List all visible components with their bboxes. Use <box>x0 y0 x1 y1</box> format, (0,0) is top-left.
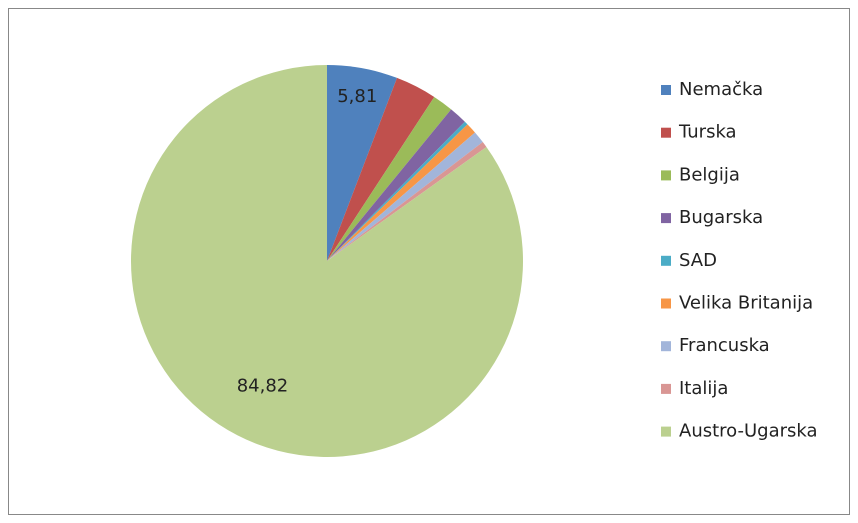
pie-slice <box>327 142 487 261</box>
legend-swatch <box>661 426 671 437</box>
data-label: 84,82 <box>237 375 289 396</box>
pie-slice <box>327 96 452 261</box>
pie-slice <box>327 121 468 261</box>
legend-swatch <box>661 170 671 181</box>
legend-swatch <box>661 383 671 394</box>
legend-label: Velika Britanija <box>679 293 813 314</box>
legend-swatch <box>661 85 671 95</box>
pie-slice <box>327 65 398 261</box>
legend-label: SAD <box>679 250 717 271</box>
pie-slice <box>131 65 523 458</box>
pie-slice <box>327 124 475 261</box>
legend-label: Francuska <box>679 335 770 356</box>
legend-swatch <box>661 298 671 309</box>
legend-label: Turska <box>678 122 737 143</box>
data-label: 5,81 <box>337 86 377 107</box>
pie-slice <box>327 109 465 261</box>
pie-slice <box>327 77 435 262</box>
legend-swatch <box>661 341 671 352</box>
legend-swatch <box>661 127 671 138</box>
legend-label: Italija <box>679 378 728 399</box>
legend-label: Austro-Ugarska <box>679 421 818 442</box>
legend-swatch <box>661 213 671 224</box>
legend-label: Bugarska <box>679 207 763 228</box>
legend-swatch <box>661 255 671 266</box>
legend-label: Belgija <box>679 164 740 185</box>
legend-label: Nemačka <box>679 79 763 100</box>
pie-slice <box>327 132 483 261</box>
